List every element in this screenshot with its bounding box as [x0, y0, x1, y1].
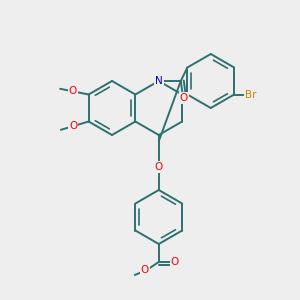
Text: N: N [155, 76, 163, 86]
Text: O: O [141, 265, 149, 275]
Text: O: O [154, 162, 163, 172]
Text: O: O [180, 93, 188, 103]
Text: O: O [171, 257, 179, 267]
Text: O: O [69, 86, 77, 96]
Text: O: O [69, 121, 77, 131]
Text: Br: Br [245, 89, 257, 100]
